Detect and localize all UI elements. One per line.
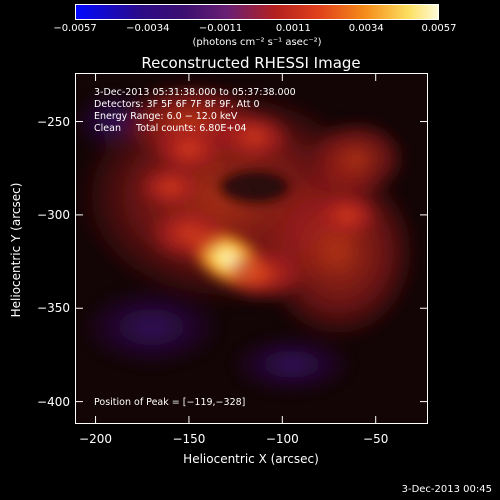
- colorbar-unit-label: (photons cm⁻² s⁻¹ asec⁻²): [192, 37, 322, 48]
- heatmap-image: [76, 81, 419, 395]
- y-tick-label: −250: [37, 114, 70, 129]
- colorbar-tick-label: −0.0034: [126, 23, 170, 34]
- heatmap-dark-region: [231, 334, 352, 395]
- colorbar-tick-label: 0.0034: [348, 23, 384, 34]
- heatmap-source: [314, 192, 381, 238]
- x-tick-label: −200: [79, 432, 113, 446]
- x-tick-label: −50: [363, 432, 389, 446]
- colorbar-tick-label: 0.0057: [421, 23, 457, 34]
- x-tick-label: −100: [265, 432, 299, 446]
- footer-timestamp: 3-Dec-2013 00:45: [401, 484, 492, 495]
- heatmap-source: [222, 246, 305, 303]
- y-axis-label: Heliocentric Y (arcsec): [9, 182, 23, 318]
- clean-counts-text: Clean Total counts: 6.80E+04: [94, 123, 247, 134]
- peak-position-text: Position of Peak = [−119,−328]: [94, 397, 246, 408]
- heatmap-source: [137, 164, 204, 210]
- heatmap-dark-region: [81, 286, 222, 367]
- time-range-text: 3-Dec-2013 05:31:38.000 to 05:37:38.000: [94, 87, 296, 98]
- colorbar: [75, 4, 439, 20]
- plot-area: [75, 73, 428, 424]
- x-tick-label: −150: [172, 432, 206, 446]
- detectors-text: Detectors: 3F 5F 6F 7F 8F 9F, Att 0: [94, 99, 260, 110]
- heatmap-source: [153, 125, 225, 175]
- chart-title: Reconstructed RHESSI Image: [141, 54, 361, 72]
- heatmap-source: [216, 110, 293, 163]
- y-tick-label: −300: [37, 207, 70, 222]
- colorbar-tick-label: 0.0011: [275, 23, 311, 34]
- colorbar-tick-label: −0.0011: [198, 23, 243, 34]
- x-axis-label: Heliocentric X (arcsec): [183, 452, 319, 466]
- y-tick-label: −350: [37, 301, 70, 316]
- energy-range-text: Energy Range: 6.0 − 12.0 keV: [94, 111, 238, 122]
- heatmap-ring-hole: [216, 166, 293, 207]
- colorbar-tick-label: −0.0057: [53, 23, 97, 34]
- heatmap-source: [147, 205, 230, 262]
- y-tick-label: −400: [37, 394, 70, 409]
- heatmap-emission-region: [307, 118, 408, 199]
